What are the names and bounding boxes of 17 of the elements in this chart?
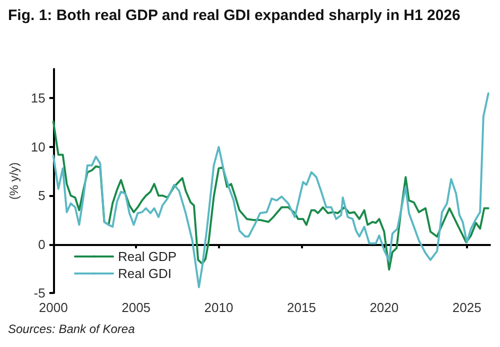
x-tick-label: 2010 [204, 300, 234, 315]
legend-label: Real GDP [118, 249, 177, 264]
x-tick-label: 2025 [452, 300, 482, 315]
y-tick-label: 5 [38, 188, 46, 204]
chart-title: Fig. 1: Both real GDP and real GDI expanded sharply in H1 2026 [8, 7, 460, 24]
x-tick-label: 2015 [286, 300, 316, 315]
y-tick-label: -5 [34, 286, 46, 300]
y-tick-label: 15 [30, 90, 46, 106]
x-tick-label: 2000 [38, 300, 68, 315]
x-tick-label: 2005 [122, 300, 151, 315]
legend-label: Real GDI [118, 266, 172, 281]
y-tick-label: 0 [38, 236, 46, 252]
source-note: Sources: Bank of Korea [8, 322, 136, 336]
y-tick-label: 10 [30, 139, 46, 154]
x-tick-label: 2020 [370, 300, 399, 315]
y-axis-title: (% y/y) [7, 162, 21, 200]
line-series [52, 92, 490, 288]
